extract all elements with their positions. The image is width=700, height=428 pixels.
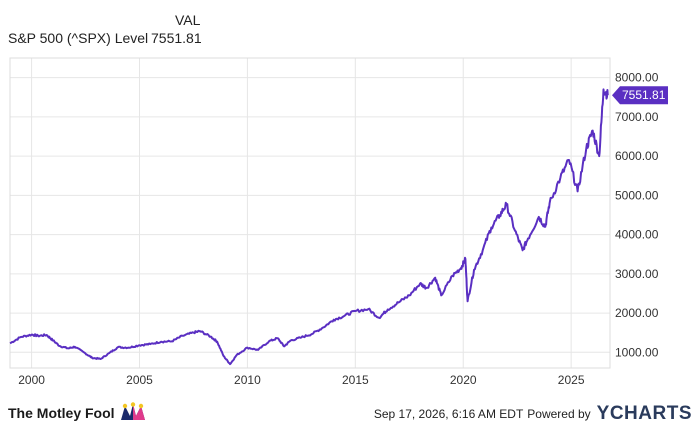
legend-column-header: VAL	[175, 12, 201, 28]
last-value-label: 7551.81	[622, 88, 666, 102]
jester-hat-icon	[120, 402, 145, 420]
brand-name: The Motley Fool	[8, 405, 115, 421]
y-tick-label: 4000.00	[615, 228, 659, 242]
series-line-spx[interactable]	[9, 88, 609, 366]
y-tick-label: 3000.00	[615, 267, 659, 281]
brand-logo[interactable]: The Motley Fool	[8, 402, 147, 424]
last-value-badge: 7551.81	[612, 86, 668, 105]
y-axis: 1000.00 2000.00 3000.00 4000.00 5000.00 6000.…	[615, 71, 659, 360]
legend-series-name[interactable]: S&P 500 (^SPX) Level	[8, 30, 149, 46]
ycharts-logo[interactable]: YCHARTS	[596, 403, 692, 424]
y-tick-label: 7000.00	[615, 110, 659, 124]
timestamp: Sep 17, 2026, 6:16 AM EDT	[373, 407, 524, 421]
x-tick-label: 2000	[18, 373, 45, 387]
last-value-badge-shape	[612, 86, 668, 105]
x-tick-label: 2005	[126, 373, 153, 387]
y-tick-label: 1000.00	[615, 345, 659, 359]
footer-attribution: Sep 17, 2026, 6:16 AM EDT Powered by YCH…	[374, 403, 692, 425]
y-tick-label: 2000.00	[615, 306, 659, 320]
y-tick-label: 6000.00	[615, 149, 659, 163]
x-tick-label: 2010	[234, 373, 261, 387]
y-tick-label: 8000.00	[615, 71, 659, 85]
legend-series-value: 7551.81	[151, 30, 202, 46]
plot-border	[9, 57, 611, 369]
x-tick-label: 2025	[558, 373, 585, 387]
x-tick-label: 2020	[450, 373, 477, 387]
x-axis: 2000 2005 2010 2015 2020 2025	[18, 373, 585, 387]
y-tick-label: 5000.00	[615, 188, 659, 202]
grid-lines	[10, 58, 610, 368]
x-tick-label: 2015	[342, 373, 369, 387]
powered-by-label: Powered by	[527, 407, 591, 421]
